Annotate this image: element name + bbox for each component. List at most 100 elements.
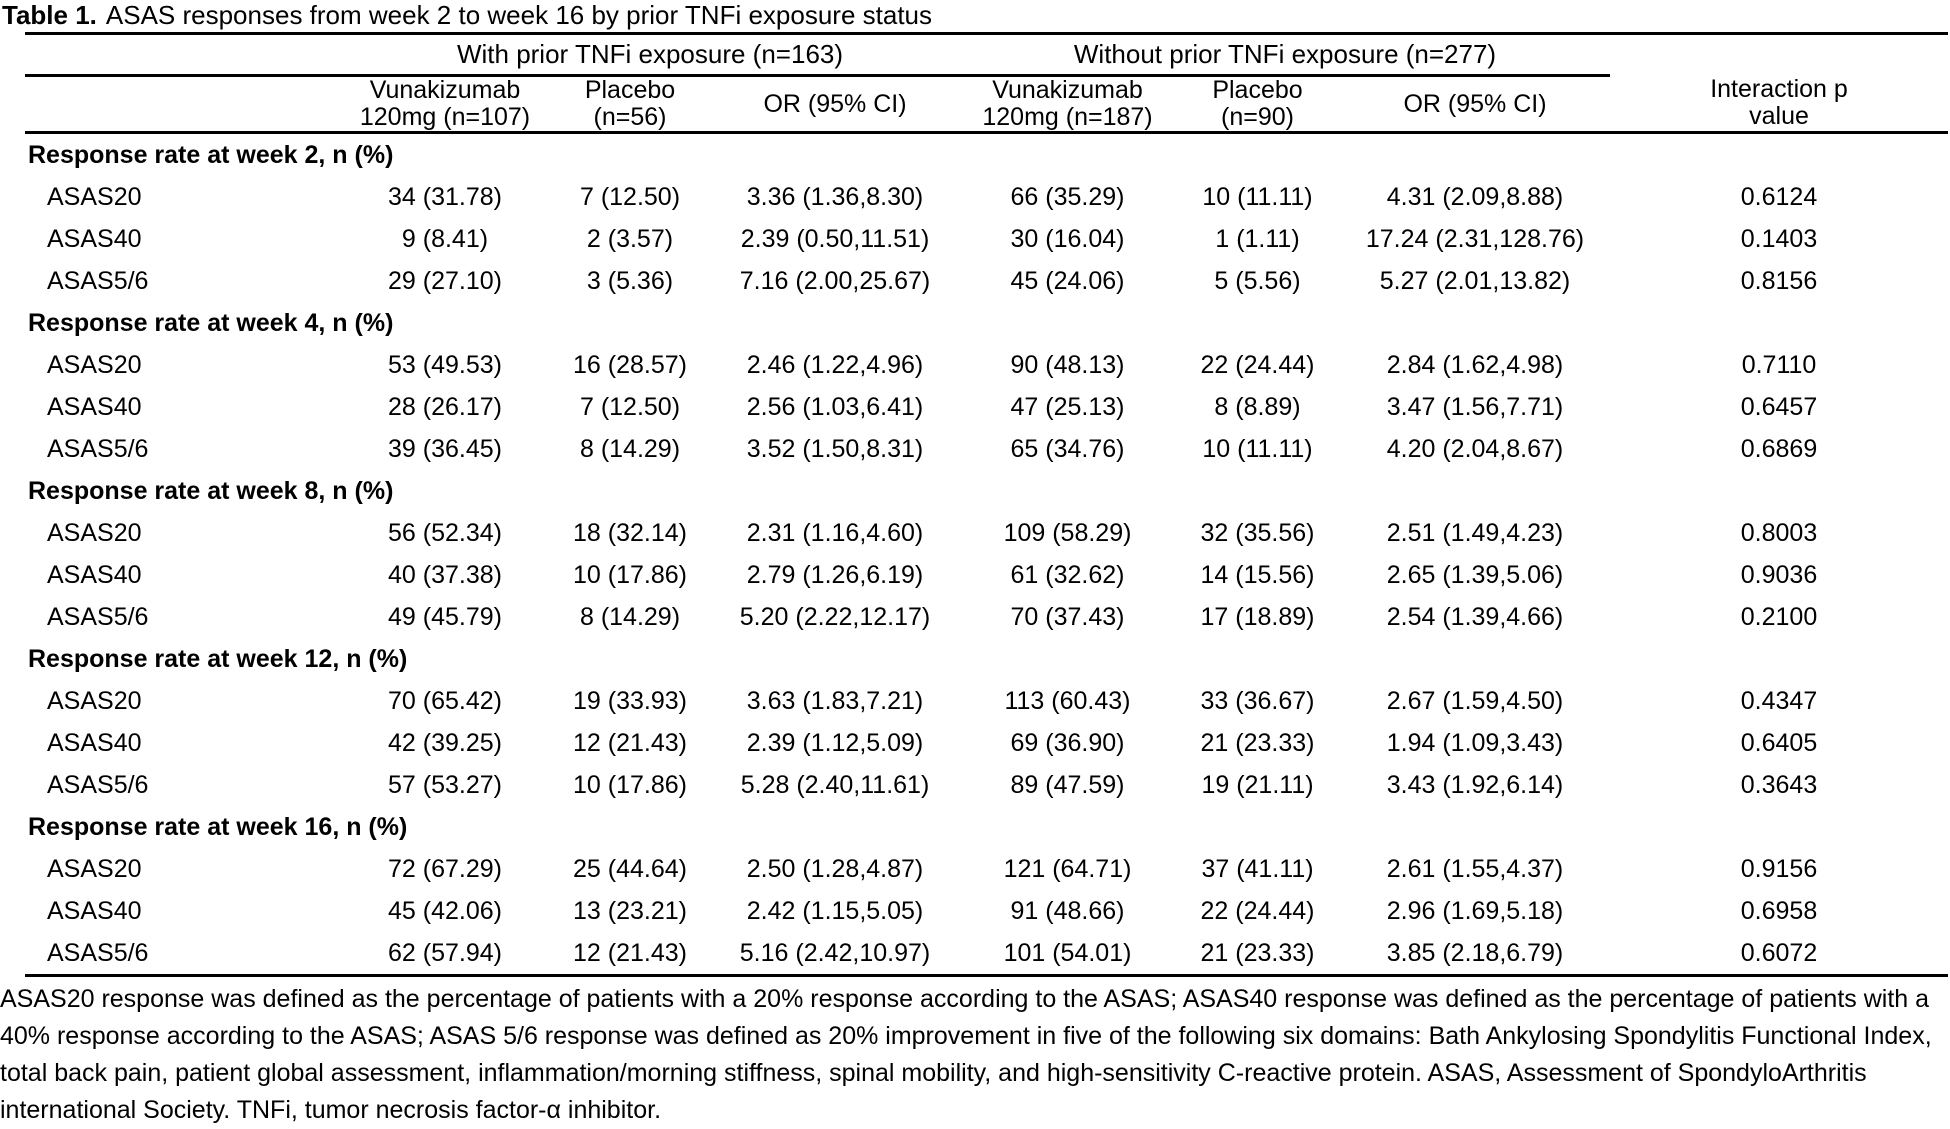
data-cell: 2.61 (1.55,4.37) (1386, 855, 1564, 883)
data-cell: 61 (32.62) (1010, 561, 1125, 589)
column-header-line2: 120mg (n=187) (982, 103, 1153, 131)
row-label: ASAS20 (47, 855, 142, 883)
group-header-row: With prior TNFi exposure (n=163) Without… (25, 33, 1948, 77)
data-cell: 34 (31.78) (388, 183, 502, 211)
section-header-row: Response rate at week 12, n (%) (25, 638, 1948, 680)
data-cell: 8 (8.89) (1214, 393, 1301, 421)
data-cell: 0.6124 (1740, 183, 1818, 211)
data-cell: 2.46 (1.22,4.96) (746, 351, 924, 379)
data-cell: 0.6457 (1740, 393, 1818, 421)
data-cell: 7 (12.50) (579, 183, 681, 211)
data-cell: 29 (27.10) (388, 267, 502, 295)
data-cell: 4.20 (2.04,8.67) (1386, 435, 1564, 463)
data-cell: 0.4347 (1740, 687, 1818, 715)
column-header-line1: OR (95% CI) (763, 89, 907, 118)
section-label: Response rate at week 2, n (%) (28, 141, 394, 169)
data-cell: 90 (48.13) (1010, 351, 1125, 379)
column-header-or-2: OR (95% CI) (1340, 75, 1610, 134)
column-header-line1: Vunakizumab (369, 76, 521, 104)
data-cell: 0.6958 (1740, 897, 1818, 925)
table-row: ASAS5/6 62 (57.94) 12 (21.43) 5.16 (2.42,10… (25, 932, 1948, 976)
data-cell: 3.63 (1.83,7.21) (746, 687, 924, 715)
data-cell: 42 (39.25) (388, 729, 502, 757)
row-label: ASAS20 (47, 351, 142, 379)
data-cell: 9 (8.41) (401, 225, 489, 253)
data-cell: 2.39 (1.12,5.09) (746, 729, 924, 757)
data-cell: 2.50 (1.28,4.87) (746, 855, 924, 883)
data-cell: 16 (28.57) (573, 351, 687, 379)
data-cell: 72 (67.29) (388, 855, 502, 883)
table-row: ASAS40 9 (8.41) 2 (3.57) 2.39 (0.50,11.51) 3… (25, 218, 1948, 260)
data-cell: 22 (24.44) (1200, 351, 1315, 379)
table-title: Table 1. ASAS responses from week 2 to we… (0, 0, 1950, 32)
row-label: ASAS20 (47, 183, 142, 211)
data-cell: 2.79 (1.26,6.19) (746, 561, 924, 589)
data-cell: 113 (60.43) (1004, 687, 1131, 715)
data-cell: 2.39 (0.50,11.51) (740, 225, 930, 253)
data-cell: 0.9156 (1740, 855, 1818, 883)
data-cell: 5.16 (2.42,10.97) (739, 939, 931, 967)
data-cell: 3.85 (2.18,6.79) (1386, 939, 1564, 967)
table-footnote: ASAS20 response was defined as the perce… (0, 985, 1932, 1124)
column-header-line2: (n=90) (1221, 103, 1294, 131)
column-header-line1: Vunakizumab (992, 76, 1143, 104)
table-row: ASAS5/6 39 (36.45) 8 (14.29) 3.52 (1.50,8.3… (25, 428, 1948, 470)
data-cell: 0.9036 (1740, 561, 1818, 589)
data-cell: 66 (35.29) (1010, 183, 1125, 211)
column-header-row: Vunakizumab 120mg (n=107) Placebo (n=56)… (25, 75, 1948, 134)
section-header-row: Response rate at week 8, n (%) (25, 470, 1948, 512)
data-cell: 18 (32.14) (573, 519, 687, 547)
data-cell: 89 (47.59) (1010, 771, 1125, 799)
section-header-row: Response rate at week 4, n (%) (25, 302, 1948, 344)
data-cell: 47 (25.13) (1010, 393, 1125, 421)
table-row: ASAS20 70 (65.42) 19 (33.93) 3.63 (1.83,7.2… (25, 680, 1948, 722)
section-label: Response rate at week 8, n (%) (28, 477, 394, 505)
data-cell: 2.84 (1.62,4.98) (1386, 351, 1564, 379)
data-cell: 2.42 (1.15,5.05) (746, 897, 924, 925)
data-cell: 70 (65.42) (388, 687, 502, 715)
data-cell: 19 (33.93) (573, 687, 687, 715)
group-header-empty-cell (1610, 34, 1948, 76)
stub-empty-cell (25, 75, 340, 134)
column-header-line2: 120mg (n=107) (359, 103, 531, 131)
column-header-line1: Interaction p (1710, 75, 1848, 104)
data-cell: 0.3643 (1740, 771, 1818, 799)
row-label: ASAS5/6 (47, 435, 149, 463)
data-cell: 5 (5.56) (1214, 267, 1301, 295)
column-header-line1: Placebo (1212, 76, 1303, 104)
data-cell: 0.7110 (1741, 351, 1817, 379)
data-cell: 14 (15.56) (1200, 561, 1315, 589)
column-header-placebo-1: Placebo (n=56) (550, 75, 710, 134)
row-label: ASAS5/6 (47, 939, 149, 967)
data-cell: 10 (11.11) (1202, 435, 1313, 463)
data-cell: 19 (21.11) (1201, 771, 1314, 799)
table-row: ASAS5/6 57 (53.27) 10 (17.86) 5.28 (2.40,11… (25, 764, 1948, 806)
table-head: With prior TNFi exposure (n=163) Without… (25, 33, 1948, 134)
data-cell: 2.67 (1.59,4.50) (1386, 687, 1564, 715)
row-label: ASAS20 (47, 687, 142, 715)
data-cell: 3.36 (1.36,8.30) (746, 183, 924, 211)
data-cell: 17.24 (2.31,128.76) (1365, 225, 1585, 253)
data-cell: 7.16 (2.00,25.67) (739, 267, 931, 295)
table-row: ASAS20 34 (31.78) 7 (12.50) 3.36 (1.36,8.30… (25, 176, 1948, 218)
row-label: ASAS5/6 (47, 267, 149, 295)
data-cell: 0.1403 (1740, 225, 1818, 253)
row-label: ASAS40 (47, 225, 142, 253)
data-cell: 1.94 (1.09,3.43) (1386, 729, 1564, 757)
section-header-row: Response rate at week 2, n (%) (25, 133, 1948, 177)
data-cell: 69 (36.90) (1010, 729, 1125, 757)
data-cell: 0.8003 (1740, 519, 1818, 547)
asas-response-table: With prior TNFi exposure (n=163) Without… (25, 32, 1948, 977)
data-cell: 65 (34.76) (1010, 435, 1125, 463)
data-cell: 109 (58.29) (1003, 519, 1132, 547)
column-header-placebo-2: Placebo (n=90) (1175, 75, 1340, 134)
data-cell: 0.6072 (1740, 939, 1818, 967)
data-cell: 2.54 (1.39,4.66) (1386, 603, 1564, 631)
table-row: ASAS40 42 (39.25) 12 (21.43) 2.39 (1.12,5.0… (25, 722, 1948, 764)
column-header-or-1: OR (95% CI) (710, 75, 960, 134)
section-label: Response rate at week 12, n (%) (28, 645, 408, 673)
data-cell: 25 (44.64) (573, 855, 687, 883)
table-row: ASAS40 28 (26.17) 7 (12.50) 2.56 (1.03,6.41… (25, 386, 1948, 428)
data-cell: 12 (21.43) (573, 939, 687, 967)
